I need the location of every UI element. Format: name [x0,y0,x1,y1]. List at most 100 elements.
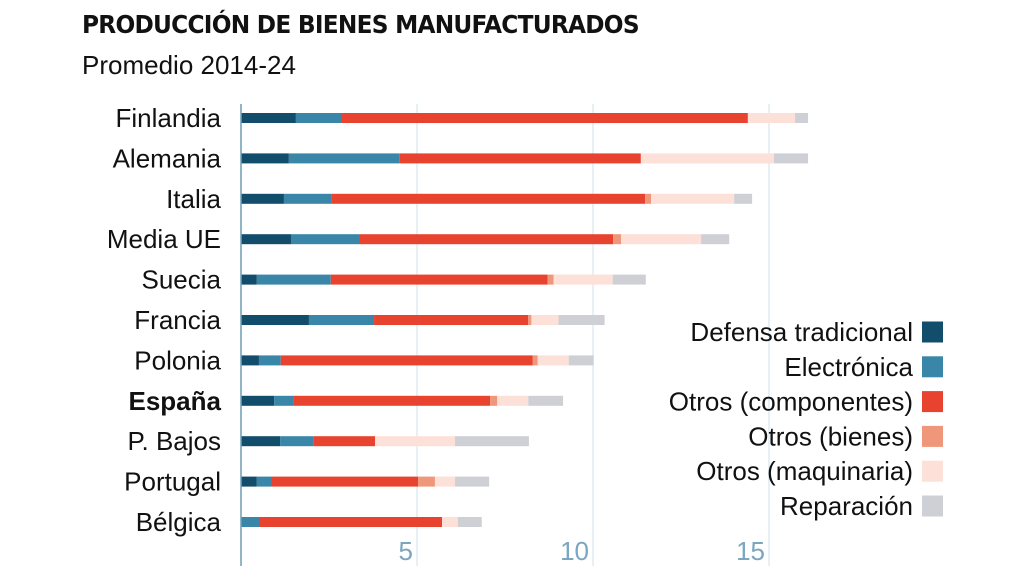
bar-segment [241,355,259,366]
bar-segment [241,395,275,406]
bar-segment [295,113,343,123]
bar-segment [531,315,559,325]
bar-segment [271,476,419,487]
bar-segment [359,234,614,245]
bar-row-8 [241,436,529,447]
legend-item: Defensa tradicional [690,317,943,347]
bar-segment [528,315,532,325]
bar-row-7 [241,395,564,406]
category-label: P. Bajos [128,426,221,456]
bar-segment [747,113,796,123]
bar-segment [434,476,456,487]
category-label: Bélgica [136,507,222,537]
bar-segment [734,193,753,204]
bar-row-1 [241,153,809,164]
bar-segment [621,234,702,245]
bar-segment [241,113,296,123]
bar-segment [241,274,257,285]
category-label: Finlandia [115,103,221,133]
category-label: Portugal [124,467,221,497]
category-label: Suecia [142,265,222,295]
x-tick-label: 15 [736,536,765,566]
chart-title: PRODUCCIÓN DE BIENES MANUFACTURADOS [82,10,640,39]
bar-segment [258,355,281,366]
bar-segment [497,395,529,406]
category-label: Polonia [134,345,221,375]
bar-segment [640,153,774,164]
x-tick-labels: 5 10 15 [399,536,765,566]
bar-row-10 [241,517,482,527]
legend-item: Otros (componentes) [669,387,943,417]
bar-row-4 [241,274,646,285]
legend-item: Electrónica [784,352,943,382]
legend-swatch [922,495,943,517]
bar-segment [290,234,360,245]
legend-label: Electrónica [784,352,913,382]
bar-segment [490,395,498,406]
bar-segment [330,274,548,285]
bar-segment [537,355,569,366]
bar-row-0 [241,113,809,123]
bar-segment [773,153,809,164]
x-tick-label: 5 [399,536,413,566]
category-label: Francia [134,305,221,335]
legend-swatch [922,321,943,343]
bar-segment [701,234,730,245]
bar-segment [283,193,332,204]
bar-segment [455,436,529,447]
bar-segment [568,355,594,366]
bar-segment [418,476,435,487]
bars [241,113,809,527]
bar-segment [241,476,257,487]
bar-segment [241,234,291,245]
legend: Defensa tradicional Electrónica Otros (com… [669,317,943,521]
legend-label: Defensa tradicional [690,317,913,347]
bar-segment [455,476,490,487]
bar-segment [558,315,605,325]
bar-segment [256,476,272,487]
bar-segment [457,517,482,527]
bar-segment [645,193,652,204]
bar-segment [241,193,284,204]
x-tick-label: 10 [560,536,589,566]
category-label: España [129,386,222,416]
bar-segment [651,193,735,204]
bar-segment [241,517,261,527]
bar-segment [795,113,809,123]
chart-subtitle: Promedio 2014-24 [82,50,296,80]
bar-segment [280,436,314,447]
bar-segment [288,153,400,164]
legend-label: Otros (bienes) [748,421,913,451]
bar-segment [528,395,564,406]
bar-segment [612,274,646,285]
legend-label: Otros (maquinaria) [696,456,913,486]
bar-segment [241,315,309,325]
bar-segment [241,436,281,447]
bar-segment [274,395,294,406]
bar-segment [532,355,538,366]
bar-segment [375,436,456,447]
bar-row-5 [241,315,605,325]
bar-segment [280,355,533,366]
bar-segment [547,274,554,285]
bar-segment [613,234,622,245]
bar-segment [260,517,442,527]
legend-swatch [922,460,943,482]
category-label: Alemania [113,143,222,173]
bar-segment [331,193,646,204]
legend-swatch [922,391,943,413]
bar-row-6 [241,355,594,366]
legend-swatch [922,425,943,447]
bar-segment [241,153,289,164]
legend-item: Reparación [780,491,943,521]
category-labels: Finlandia Alemania Italia Media UE Suecia Fra… [107,103,222,537]
bar-row-2 [241,193,753,204]
legend-label: Otros (componentes) [669,387,913,417]
legend-item: Otros (bienes) [748,421,943,451]
bar-segment [553,274,613,285]
gridlines [416,104,770,566]
bar-segment [313,436,376,447]
category-label: Italia [166,184,221,214]
bar-segment [441,517,458,527]
